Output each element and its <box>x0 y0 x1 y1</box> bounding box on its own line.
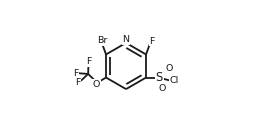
Text: Br: Br <box>97 36 107 45</box>
Text: N: N <box>122 35 129 44</box>
Text: F: F <box>149 37 155 46</box>
Text: O: O <box>165 64 173 73</box>
Text: Cl: Cl <box>170 76 179 85</box>
Text: S: S <box>156 71 163 84</box>
Text: F: F <box>75 78 81 87</box>
Text: F: F <box>73 69 79 78</box>
Text: O: O <box>93 80 100 89</box>
Text: O: O <box>159 84 166 93</box>
Text: F: F <box>86 57 91 66</box>
